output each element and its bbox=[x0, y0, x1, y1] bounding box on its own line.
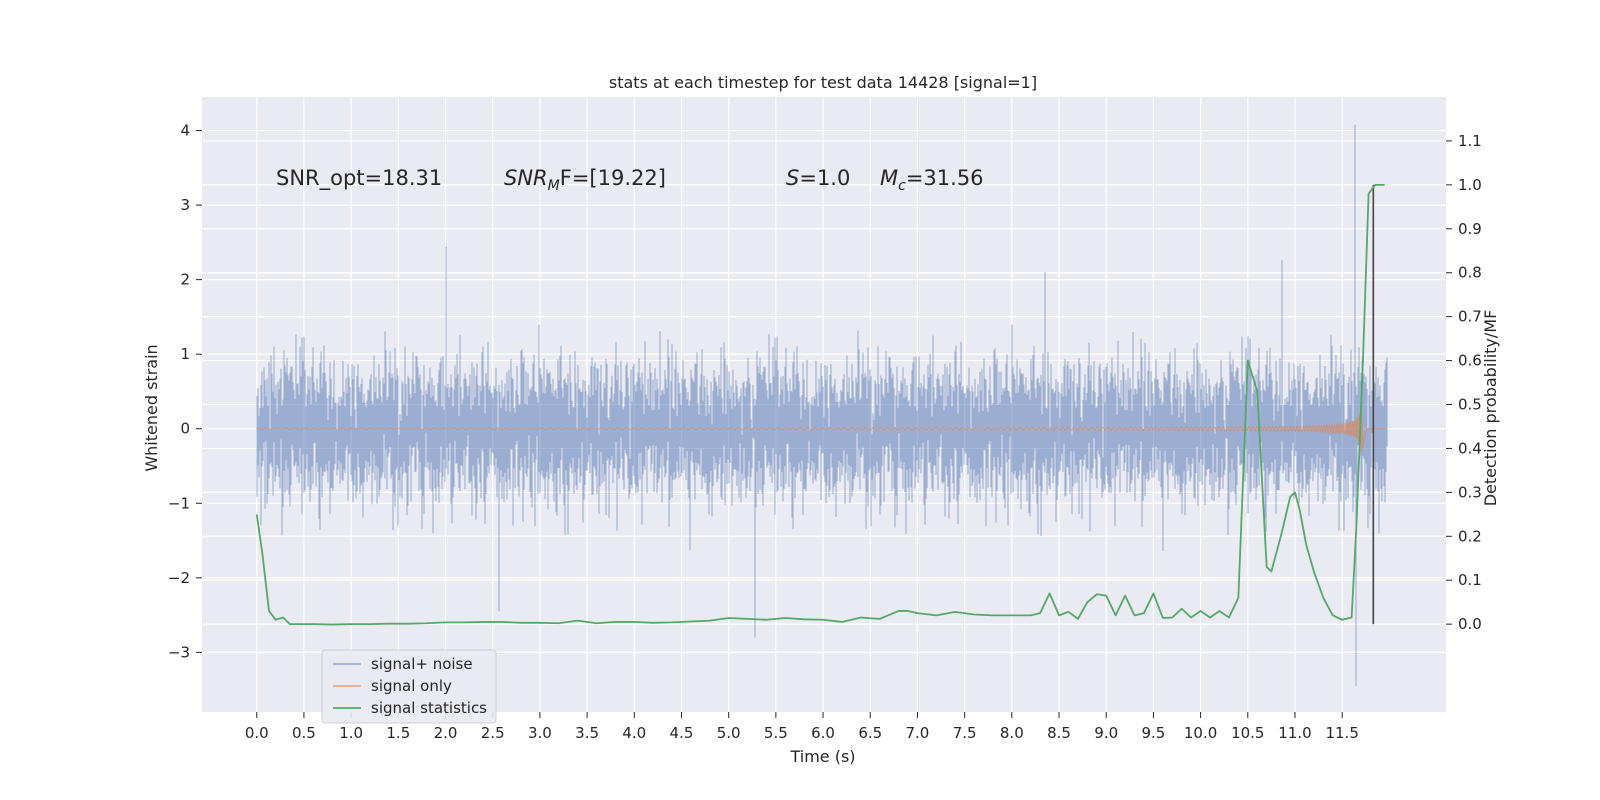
left-y-tick-label: 1 bbox=[180, 345, 190, 363]
x-tick-label: 1.0 bbox=[339, 724, 363, 742]
statistics-trace bbox=[255, 183, 1385, 626]
left-y-axis-label: Whitened strain bbox=[142, 344, 161, 471]
left-y-axis-ticks: −3 −2 −1 0 1 2 3 4 bbox=[168, 122, 202, 661]
x-axis-label: Time (s) bbox=[789, 747, 855, 766]
noise-series-layer bbox=[256, 124, 1388, 686]
annotation-s: S=1.0 bbox=[786, 166, 850, 190]
right-y-tick-label: 0.9 bbox=[1458, 220, 1482, 238]
right-y-tick-label: 0.1 bbox=[1458, 571, 1482, 589]
x-tick-label: 8.5 bbox=[1047, 724, 1071, 742]
x-tick-label: 9.5 bbox=[1141, 724, 1165, 742]
right-y-tick-label: 0.8 bbox=[1458, 264, 1482, 282]
annotation-snr-opt: SNR_opt=18.31 bbox=[276, 166, 442, 191]
signal-series-layer bbox=[256, 403, 1387, 453]
right-y-tick-label: 0.5 bbox=[1458, 396, 1482, 414]
signal-trace bbox=[256, 403, 1387, 453]
x-tick-label: 3.5 bbox=[575, 724, 599, 742]
right-y-tick-label: 0.0 bbox=[1458, 615, 1482, 633]
left-y-tick-label: −1 bbox=[168, 494, 190, 512]
left-y-tick-label: −2 bbox=[168, 569, 190, 587]
x-axis-ticks: 0.0 0.5 1.0 1.5 2.0 2.5 3.0 3.5 4.0 4.5 5.0 5.5 6.0 6… bbox=[245, 712, 1359, 742]
right-y-tick-label: 0.2 bbox=[1458, 527, 1482, 545]
x-tick-label: 9.0 bbox=[1094, 724, 1118, 742]
noise-trace bbox=[256, 124, 1388, 686]
x-tick-label: 3.0 bbox=[528, 724, 552, 742]
x-tick-label: 4.5 bbox=[670, 724, 694, 742]
right-y-tick-label: 0.7 bbox=[1458, 308, 1482, 326]
x-tick-label: 1.5 bbox=[386, 724, 410, 742]
x-tick-label: 7.0 bbox=[906, 724, 930, 742]
left-y-tick-label: 4 bbox=[180, 122, 190, 140]
right-y-axis-label: Detection probability/MF bbox=[1481, 310, 1500, 507]
x-tick-label: 5.5 bbox=[764, 724, 788, 742]
annotation-mc: Mc=31.56 bbox=[880, 166, 984, 194]
x-tick-label: 6.0 bbox=[811, 724, 835, 742]
legend-label-noise: signal+ noise bbox=[371, 655, 473, 673]
left-y-tick-label: 0 bbox=[180, 420, 190, 438]
right-y-tick-label: 0.3 bbox=[1458, 483, 1482, 501]
x-tick-label: 5.0 bbox=[717, 724, 741, 742]
x-tick-label: 11.0 bbox=[1278, 724, 1311, 742]
legend-label-stats: signal statistics bbox=[371, 699, 487, 717]
x-tick-label: 7.5 bbox=[953, 724, 977, 742]
x-tick-label: 8.0 bbox=[1000, 724, 1024, 742]
right-y-tick-label: 0.6 bbox=[1458, 352, 1482, 370]
legend-label-signal: signal only bbox=[371, 677, 452, 695]
legend-box bbox=[321, 649, 497, 724]
chart-title: stats at each timestep for test data 144… bbox=[609, 73, 1037, 92]
left-y-tick-label: 3 bbox=[180, 196, 190, 214]
x-tick-label: 2.0 bbox=[434, 724, 458, 742]
right-y-axis-ticks: 0.0 0.1 0.2 0.3 0.4 0.5 0.6 0.7 0.8 0.9 1.0 1.1 bbox=[1446, 132, 1482, 633]
x-tick-label: 0.0 bbox=[245, 724, 269, 742]
x-tick-label: 0.5 bbox=[292, 724, 316, 742]
left-y-tick-label: 2 bbox=[180, 271, 190, 289]
statistics-series-layer bbox=[255, 183, 1385, 626]
right-y-tick-label: 1.1 bbox=[1458, 132, 1482, 150]
left-y-tick-label: −3 bbox=[168, 643, 190, 661]
x-tick-label: 10.5 bbox=[1231, 724, 1264, 742]
x-tick-label: 10.0 bbox=[1184, 724, 1217, 742]
x-tick-label: 6.5 bbox=[858, 724, 882, 742]
x-tick-label: 11.5 bbox=[1325, 724, 1358, 742]
x-tick-label: 2.5 bbox=[481, 724, 505, 742]
right-y-tick-label: 0.4 bbox=[1458, 439, 1482, 457]
right-y-tick-label: 1.0 bbox=[1458, 176, 1482, 194]
legend: signal+ noise signal only signal statist… bbox=[321, 649, 497, 724]
annotation-snr-mf: SNRMF=[19.22] bbox=[504, 166, 666, 194]
x-tick-label: 4.0 bbox=[622, 724, 646, 742]
